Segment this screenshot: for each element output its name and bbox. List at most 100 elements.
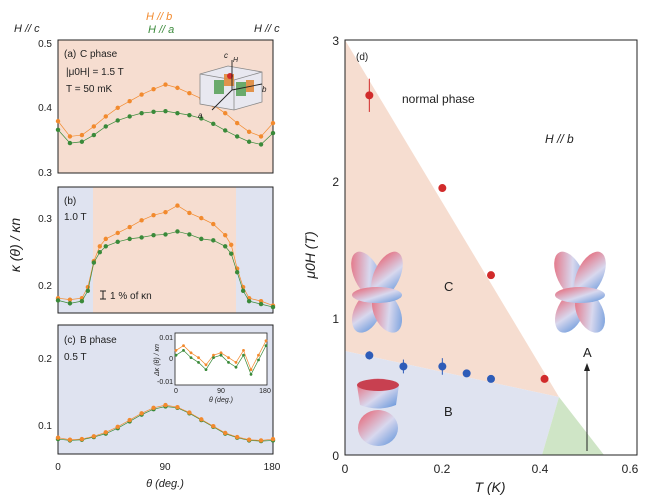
panel-b-green-point-17	[228, 251, 234, 256]
panel-c-inset-orange-point-9	[242, 349, 245, 352]
panel-b-orange-point-10	[151, 212, 156, 218]
panel-b-letter: (b)	[64, 196, 76, 207]
panel-b-green-point-11	[163, 232, 168, 237]
panel-c-inset-green-point-7	[227, 361, 230, 364]
panel-b-green-point-2	[79, 298, 85, 304]
crystal-label-c: c	[224, 51, 228, 60]
a-phase-region	[542, 397, 604, 455]
panel-a-orange-point-16	[246, 129, 252, 134]
header-h-c-left: H // c	[14, 23, 40, 35]
panel-c-inset-green-point-11	[257, 358, 260, 362]
panel-d-ytick-0: 0	[332, 449, 339, 463]
header-h-b: H // b	[146, 11, 172, 23]
panel-c-orange-point-17	[258, 438, 264, 443]
panel-a-phase-label: C phase	[80, 49, 118, 60]
panel-d-ylabel: μ0H (T)	[302, 231, 318, 279]
panel-b-green-point-18	[234, 270, 240, 275]
panel-c-orange-point-8	[151, 405, 156, 411]
panel-d-red-point-0	[365, 91, 374, 100]
panel-b-green-point-7	[115, 239, 120, 245]
inset-xtick-0: 0	[174, 388, 178, 395]
panel-a: (a) C phase |μ0H| = 1.5 T T = 50 mK c a …	[38, 39, 276, 179]
panel-a-green-point-2	[79, 139, 85, 144]
panel-b-orange-point-15	[211, 221, 216, 227]
panel-c-orange-point-10	[175, 404, 180, 410]
panel-d-ytick-3: 3	[332, 34, 339, 48]
inset-xlabel: θ (deg.)	[209, 397, 233, 404]
panel-d-red-point-2	[487, 271, 495, 280]
panel-b: (b) 1.0 T 1 % of κn 0.3 0.2	[38, 186, 276, 314]
panel-a-green-point-17	[258, 142, 264, 147]
panel-a-green-point-5	[115, 118, 120, 123]
panel-a-orange-point-11	[187, 91, 192, 96]
panel-c-inset-green-point-5	[212, 356, 215, 359]
panel-c-inset-orange-point-12	[264, 339, 268, 343]
panel-b-green-point-8	[127, 236, 132, 242]
panel-b-field-label: 1.0 T	[64, 212, 87, 223]
panel-b-orange-point-5	[97, 244, 103, 249]
panel-a-orange-point-17	[258, 134, 264, 139]
panel-a-green-point-9	[163, 108, 168, 114]
panel-a-orange-point-7	[139, 92, 144, 97]
panel-d-xlabel: T (K)	[474, 479, 505, 495]
b-phase-label: B	[444, 404, 453, 419]
panel-c-inset: 0.01 0 -0.01 0 90 180 θ (deg.) Δκ (θ) / …	[154, 332, 271, 404]
panel-a-frame	[57, 39, 274, 174]
panel-b-green-point-22	[270, 304, 276, 310]
panel-d-blue-point-2	[438, 362, 447, 371]
panel-b-green-point-20	[246, 298, 252, 304]
panel-c-inset-orange-point-2	[189, 351, 193, 355]
panel-c-orange-point-14	[223, 430, 228, 436]
panel-a-green-point-15	[234, 134, 240, 139]
panel-b-ytick-0.3: 0.3	[38, 214, 52, 225]
panel-b-green-point-0	[55, 298, 61, 303]
panel-c-inset-green-point-6	[219, 353, 223, 357]
b-phase-region	[345, 351, 559, 455]
c-phase-gap-icon-right	[554, 251, 606, 333]
panel-a-field-label: |μ0H| = 1.5 T	[66, 67, 124, 78]
panel-b-green-point-21	[258, 301, 264, 307]
panel-b-green-point-12	[175, 229, 180, 234]
panel-d-ytick-2: 2	[332, 175, 339, 189]
panel-a-green-point-4	[103, 124, 108, 129]
panel-d-field-direction: H // b	[545, 132, 574, 146]
panel-b-orange-point-17	[228, 242, 234, 248]
panel-c-phase-label: B phase	[80, 335, 117, 346]
panel-b-green-point-3	[85, 288, 91, 293]
panel-b-orange-point-1	[67, 297, 73, 302]
panel-d-frame	[344, 39, 638, 456]
panel-c-inset-orange-point-10	[249, 368, 253, 371]
panel-d-blue-point-4	[487, 374, 495, 383]
left-xtick-90: 90	[159, 462, 171, 473]
inset-ytick-0: 0	[169, 356, 173, 363]
panel-a-orange-point-6	[127, 98, 132, 104]
panel-c-frame	[57, 324, 274, 455]
panel-a-orange-point-5	[115, 105, 120, 111]
panel-b-orange-point-14	[199, 215, 204, 221]
left-xtick-180: 180	[264, 462, 281, 473]
panel-d: (d) normal phase H // b C B A	[302, 34, 639, 495]
panel-b-orange-point-16	[223, 232, 228, 238]
panel-a-green-point-11	[187, 112, 192, 118]
panel-c-orange-point-13	[211, 423, 216, 429]
arrow-head-icon	[584, 363, 590, 371]
panel-c-orange-point-2	[79, 436, 85, 442]
panel-b-green-point-16	[223, 244, 228, 249]
panel-b-orange-point-7	[115, 230, 120, 236]
panel-b-green-point-9	[139, 235, 144, 240]
panel-c-inset-orange-point-4	[204, 363, 208, 367]
panel-a-orange-point-4	[103, 114, 108, 119]
panel-c-letter: (c)	[64, 335, 76, 346]
panel-c-inset-green-point-12	[264, 344, 268, 347]
crystal-label-h: H	[233, 57, 239, 64]
panel-b-green-point-15	[211, 238, 216, 243]
panel-d-xtick-0.2: 0.2	[434, 462, 451, 476]
left-xtick-0: 0	[55, 462, 61, 473]
panel-c-orange-point-12	[199, 417, 204, 422]
panel-b-green-point-14	[199, 236, 204, 242]
inset-ylabel: Δκ (θ) / κn	[154, 344, 161, 377]
panel-c-orange-point-6	[127, 417, 132, 423]
normal-phase-label: normal phase	[402, 92, 475, 106]
panel-a-green-point-6	[127, 114, 132, 119]
panel-a-orange-point-18	[270, 120, 276, 126]
